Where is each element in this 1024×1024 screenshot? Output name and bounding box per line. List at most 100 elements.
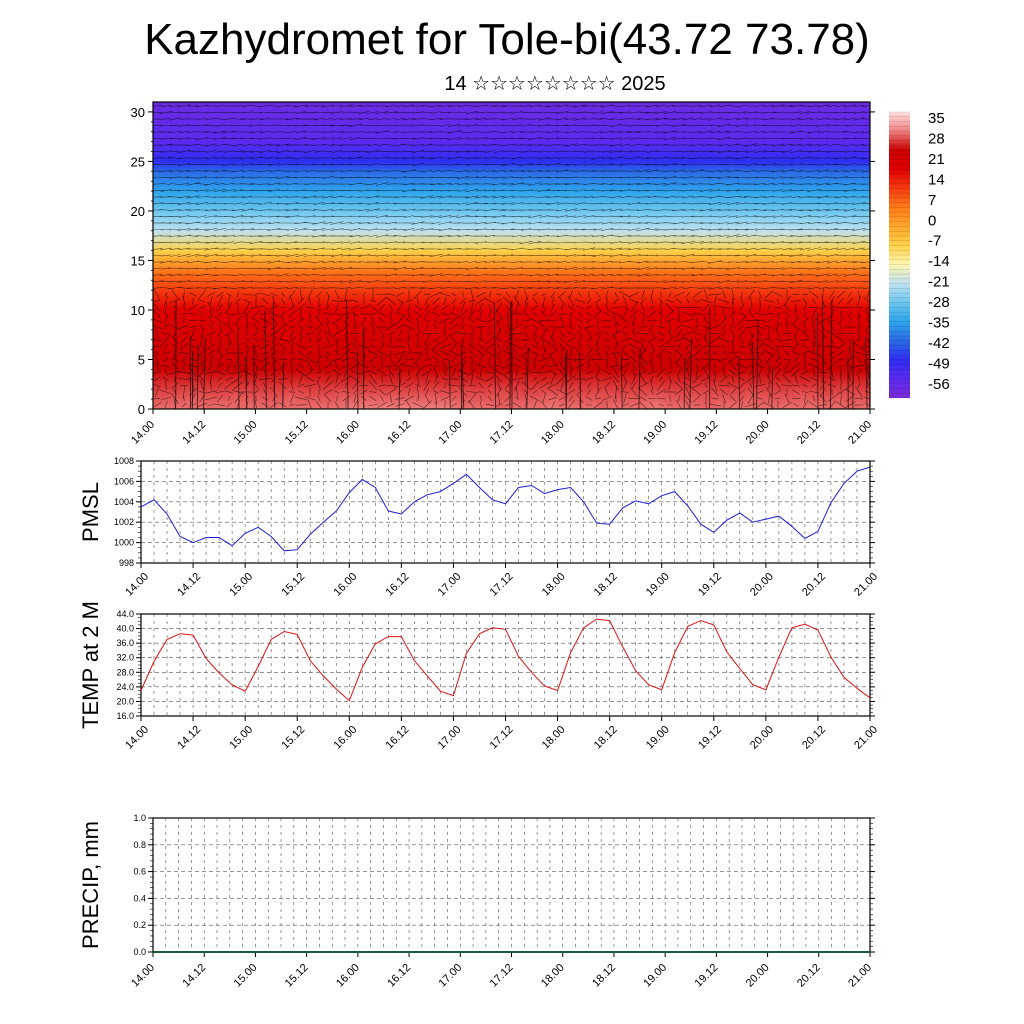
pmsl-panel: 998 1000 1002 1004 1006 1008 14.00 14.12 15.00 15… [78,456,880,599]
section-y-tick-label: 10 [131,303,145,318]
x-tick-label: 16.12 [384,724,412,752]
page-subtitle: 14 ☆☆☆☆☆☆☆☆ 2025 [444,73,666,95]
y-tick-label: 1002 [114,517,134,527]
y-tick-label: 32.0 [116,653,134,663]
colorbar-label: -7 [928,233,941,250]
warm-core [487,341,556,409]
y-tick-label: 0.8 [133,840,146,850]
colorbar-lines [889,111,910,399]
x-tick-label: 18.12 [592,724,620,752]
x-tick-label: 14.00 [123,724,151,752]
series-line [140,618,871,702]
x-tick-label: 14.00 [123,571,151,599]
colorbar-label: 14 [928,171,945,188]
y-tick-label: 0.2 [133,920,146,930]
x-tick-label: 16.00 [334,962,362,990]
x-tick-label: 20.00 [748,571,776,599]
section-x-tick-label: 17.00 [436,419,464,447]
y-tick-label: 40.0 [116,624,134,634]
x-tick-label: 20.12 [800,571,828,599]
section-x-tick-label: 21.00 [846,419,874,447]
y-tick-label: 1.0 [133,813,146,823]
section-x-tick-label: 19.00 [641,419,669,447]
x-tick-label: 19.12 [696,571,724,599]
colorbar-label: 35 [928,110,945,127]
warm-core [743,341,812,409]
section-x-tick-label: 15.12 [283,419,311,447]
colorbar-labels: 35 28 21 14 7 0 -7 -14 -21 -28 -35 -42 -49 -56 [928,110,950,393]
section-y-axis: 0 5 10 15 20 25 30 [131,105,875,417]
y-axis-label: TEMP at 2 M [78,601,103,729]
temp-panel: 16.0 20.0 24.0 28.0 32.0 36.0 40.0 44.0 14.00 14.… [78,601,880,752]
section-x-tick-label: 14.00 [129,419,157,447]
section-y-tick-label: 30 [131,105,145,120]
colorbar-label: -21 [928,274,950,291]
x-tick-label: 18.00 [540,724,568,752]
series-line [140,466,871,552]
colorbar: 35 28 21 14 7 0 -7 -14 -21 -28 -35 -42 -49 -56 [889,110,950,399]
colorbar-label: -14 [928,253,950,270]
colorbar-bar [889,112,910,398]
y-axis-label: PRECIP, mm [78,821,103,949]
x-tick-label: 14.12 [175,724,203,752]
x-tick-label: 21.00 [846,962,874,990]
x-tick-label: 17.12 [488,724,516,752]
y-axis-label: PMSL [78,482,103,542]
x-tick-label: 16.12 [384,571,412,599]
x-tick-label: 20.00 [748,724,776,752]
x-tick-label: 15.00 [227,571,255,599]
x-tick-label: 18.12 [590,962,618,990]
section-y-tick-label: 15 [131,253,145,268]
section-panel: 0 5 10 15 20 25 30 14.00 14.12 15.00 15.12 16.00 16… [129,101,875,447]
x-tick-label: 15.00 [232,962,260,990]
section-x-tick-label: 16.00 [334,419,362,447]
x-tick-label: 15.12 [279,571,307,599]
section-x-tick-label: 19.12 [693,419,721,447]
x-tick-label: 21.00 [852,571,880,599]
x-tick-label: 19.12 [693,962,721,990]
section-x-tick-label: 18.00 [539,419,567,447]
x-tick-label: 16.00 [331,571,359,599]
section-y-tick-label: 25 [131,154,145,169]
y-tick-label: 20.0 [116,696,134,706]
x-tick-label: 17.00 [436,571,464,599]
y-tick-label: 1008 [114,456,134,466]
x-tick-label: 16.12 [385,962,413,990]
x-tick-label: 15.12 [279,724,307,752]
y-tick-label: 44.0 [116,609,134,619]
x-tick-label: 19.00 [641,962,669,990]
y-tick-label: 36.0 [116,638,134,648]
y-tick-label: 24.0 [116,682,134,692]
colorbar-label: 0 [928,212,936,229]
y-tick-label: 998 [119,558,134,568]
section-y-tick-label: 5 [138,352,145,367]
y-tick-label: 0.4 [133,893,146,903]
wind-vector-strokes [175,299,868,409]
x-tick-label: 14.00 [129,962,157,990]
x-tick-label: 14.12 [180,962,208,990]
x-tick-label: 19.12 [696,724,724,752]
section-x-tick-label: 14.12 [180,419,208,447]
panel-frame [140,613,871,717]
y-tick-label: 1000 [114,538,134,548]
colorbar-label: -28 [928,294,950,311]
warm-core [282,341,351,409]
colorbar-label: -56 [928,376,950,393]
panel-frame [140,460,871,564]
x-tick-label: 17.12 [488,571,516,599]
x-tick-label: 19.00 [644,571,672,599]
y-tick-label: 28.0 [116,667,134,677]
section-x-tick-label: 20.00 [744,419,772,447]
y-tick-label: 0.0 [133,947,146,957]
x-tick-label: 18.00 [539,962,567,990]
x-tick-label: 20.12 [800,724,828,752]
y-tick-label: 1006 [114,476,134,486]
x-tick-label: 16.00 [331,724,359,752]
wind-vector-field [153,104,870,409]
section-x-axis: 14.00 14.12 15.00 15.12 16.00 16.12 17.00 17.12… [129,409,874,447]
x-tick-label: 14.12 [175,571,203,599]
x-tick-label: 19.00 [644,724,672,752]
colorbar-label: -35 [928,315,950,332]
section-x-tick-label: 16.12 [385,419,413,447]
x-tick-label: 17.00 [436,962,464,990]
